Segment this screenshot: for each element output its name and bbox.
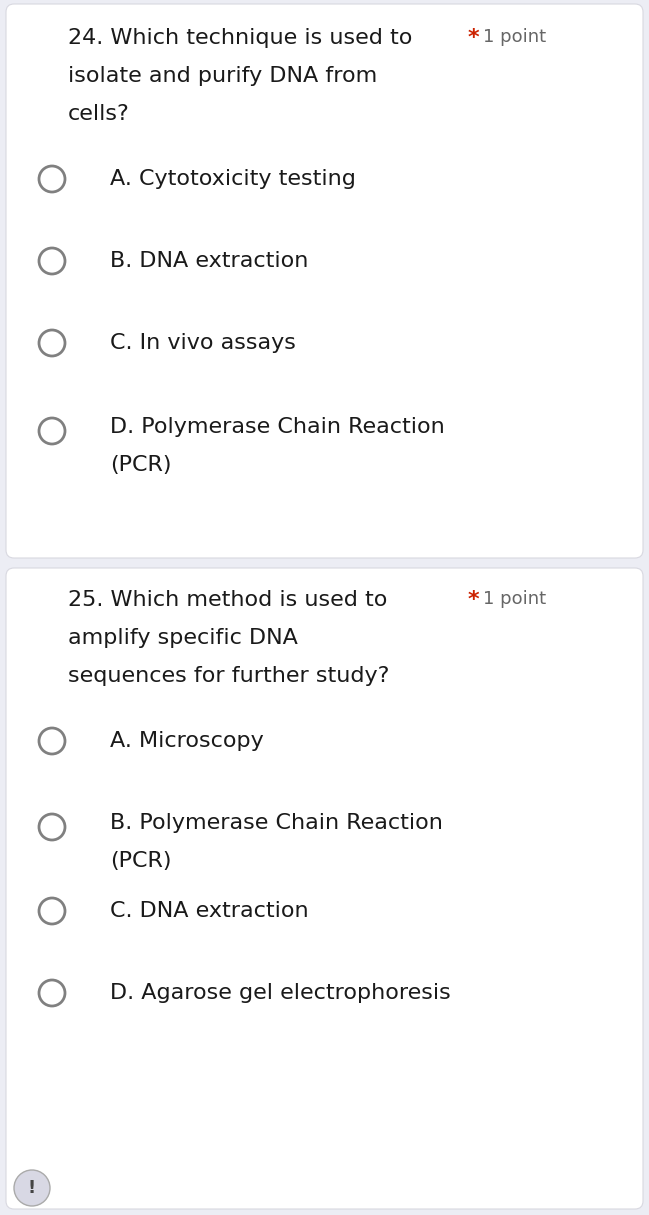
- Text: amplify specific DNA: amplify specific DNA: [68, 628, 298, 648]
- Text: !: !: [28, 1179, 36, 1197]
- Ellipse shape: [14, 1170, 50, 1206]
- Text: 1 point: 1 point: [483, 28, 546, 46]
- Text: (PCR): (PCR): [110, 454, 171, 475]
- Text: (PCR): (PCR): [110, 850, 171, 871]
- Text: D. Agarose gel electrophoresis: D. Agarose gel electrophoresis: [110, 983, 451, 1004]
- Text: B. Polymerase Chain Reaction: B. Polymerase Chain Reaction: [110, 813, 443, 833]
- Text: C. In vivo assays: C. In vivo assays: [110, 333, 296, 354]
- FancyBboxPatch shape: [6, 567, 643, 1209]
- Text: 25. Which method is used to: 25. Which method is used to: [68, 590, 387, 610]
- Text: B. DNA extraction: B. DNA extraction: [110, 252, 308, 271]
- Text: A. Microscopy: A. Microscopy: [110, 731, 263, 751]
- Text: 1 point: 1 point: [483, 590, 546, 608]
- Text: cells?: cells?: [68, 104, 130, 124]
- FancyBboxPatch shape: [6, 4, 643, 558]
- Text: sequences for further study?: sequences for further study?: [68, 666, 389, 686]
- Text: C. DNA extraction: C. DNA extraction: [110, 902, 309, 921]
- Text: *: *: [468, 590, 480, 610]
- Text: *: *: [468, 28, 480, 49]
- Text: A. Cytotoxicity testing: A. Cytotoxicity testing: [110, 169, 356, 190]
- Text: D. Polymerase Chain Reaction: D. Polymerase Chain Reaction: [110, 417, 445, 437]
- Text: isolate and purify DNA from: isolate and purify DNA from: [68, 66, 377, 86]
- Text: 24. Which technique is used to: 24. Which technique is used to: [68, 28, 412, 49]
